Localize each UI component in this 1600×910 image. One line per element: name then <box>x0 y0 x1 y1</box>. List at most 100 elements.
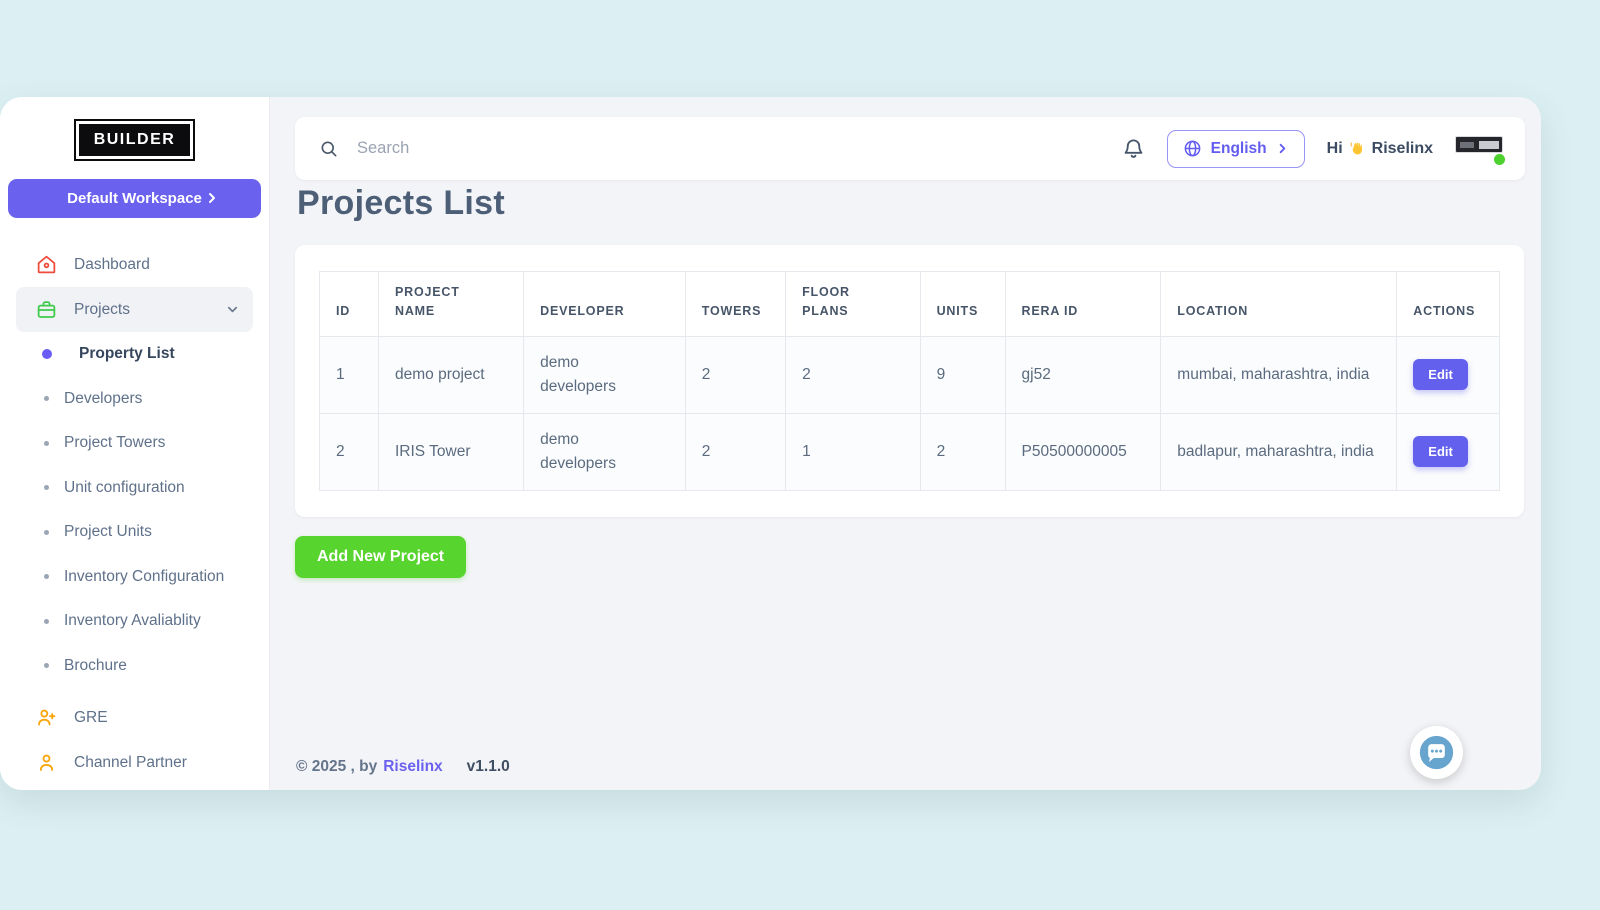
chat-bubble-icon <box>1418 734 1455 771</box>
user-greeting: Hi Riselinx <box>1327 140 1433 158</box>
bullet-icon <box>44 440 49 446</box>
table-row: 1 demo project demo developers 2 2 9 gj5… <box>319 335 1500 414</box>
workspace-selector-button[interactable]: Default Workspace <box>8 179 261 218</box>
topbar-right: English Hi Riselinx <box>1122 129 1505 168</box>
notifications-bell-icon[interactable] <box>1122 137 1145 160</box>
brand-logo-text: BUILDER <box>78 124 191 156</box>
cell-actions: Edit <box>1396 335 1500 414</box>
sidebar-subitem-inventory-configuration[interactable]: Inventory Configuration <box>16 555 253 600</box>
main-content: English Hi Riselinx Projects List <box>270 97 1541 790</box>
edit-button[interactable]: Edit <box>1413 436 1468 468</box>
chevron-right-icon <box>1279 143 1285 154</box>
sidebar: BUILDER Default Workspace Dashboard Proj… <box>0 97 270 790</box>
projects-table-card: ID PROJECT NAME DEVELOPER TOWERS FLOOR P… <box>295 245 1524 517</box>
table-header-row: ID PROJECT NAME DEVELOPER TOWERS FLOOR P… <box>319 271 1500 337</box>
edit-button[interactable]: Edit <box>1413 359 1468 391</box>
bullet-icon <box>44 485 49 491</box>
sidebar-subitem-project-towers[interactable]: Project Towers <box>16 421 253 466</box>
sidebar-subitem-property-list[interactable]: Property List <box>16 332 253 377</box>
sidebar-subitem-label: Unit configuration <box>64 478 185 496</box>
globe-icon <box>1183 139 1202 158</box>
sidebar-subitem-label: Inventory Avaliablity <box>64 612 201 630</box>
cell-units: 2 <box>919 412 1006 491</box>
sidebar-item-label: Dashboard <box>74 255 150 273</box>
cell-towers: 2 <box>684 412 787 491</box>
briefcase-icon <box>36 299 57 320</box>
page-title: Projects List <box>297 184 505 222</box>
cell-units: 9 <box>919 335 1006 414</box>
sidebar-item-channel-partner[interactable]: Channel Partner <box>16 740 253 785</box>
sidebar-item-dashboard[interactable]: Dashboard <box>16 242 253 287</box>
bullet-icon <box>44 574 49 580</box>
sidebar-subitem-label: Developers <box>64 389 143 407</box>
cell-towers: 2 <box>684 335 787 414</box>
sidebar-menu: Dashboard Projects Property List Develop… <box>0 242 269 785</box>
sidebar-subitem-inventory-avaliablity[interactable]: Inventory Avaliablity <box>16 599 253 644</box>
sidebar-subitem-developers[interactable]: Developers <box>16 377 253 422</box>
cell-id: 2 <box>319 412 379 491</box>
cell-rera-id: P50500000005 <box>1004 412 1162 491</box>
home-icon <box>36 254 57 275</box>
bullet-icon <box>44 396 49 402</box>
search-bar <box>319 139 1122 159</box>
wave-emoji-icon <box>1349 140 1366 157</box>
table-row: 2 IRIS Tower demo developers 2 1 2 P5050… <box>319 412 1500 491</box>
sidebar-item-gre[interactable]: GRE <box>16 695 253 740</box>
cell-project-name: IRIS Tower <box>377 412 525 491</box>
sidebar-subitem-label: Project Towers <box>64 434 166 452</box>
sidebar-subitem-brochure[interactable]: Brochure <box>16 644 253 689</box>
cell-rera-id: gj52 <box>1004 335 1162 414</box>
cell-actions: Edit <box>1396 412 1500 491</box>
cell-project-name: demo project <box>377 335 525 414</box>
bullet-icon <box>42 349 52 360</box>
cell-developer: demo developers <box>523 412 686 491</box>
search-input[interactable] <box>357 139 1122 158</box>
column-header-project-name: PROJECT NAME <box>377 271 525 337</box>
sidebar-item-label: Projects <box>74 300 130 318</box>
column-header-developer: DEVELOPER <box>523 271 686 337</box>
workspace-label: Default Workspace <box>67 190 202 207</box>
cell-location: mumbai, maharashtra, india <box>1160 335 1398 414</box>
add-new-project-button[interactable]: Add New Project <box>295 535 467 578</box>
column-header-actions: ACTIONS <box>1396 271 1500 337</box>
column-header-location: LOCATION <box>1160 271 1398 337</box>
cell-floor-plans: 2 <box>785 335 921 414</box>
username: Riselinx <box>1371 139 1433 157</box>
sidebar-subitem-label: Property List <box>79 345 175 363</box>
sidebar-item-label: GRE <box>74 708 108 726</box>
cell-id: 1 <box>319 335 379 414</box>
person-add-icon <box>36 707 57 728</box>
chevron-right-icon <box>205 191 219 209</box>
language-selector-button[interactable]: English <box>1166 129 1305 168</box>
projects-table: ID PROJECT NAME DEVELOPER TOWERS FLOOR P… <box>319 271 1500 491</box>
sidebar-subitem-label: Project Units <box>64 523 152 541</box>
user-avatar[interactable] <box>1455 135 1505 165</box>
topbar: English Hi Riselinx <box>295 117 1525 180</box>
app-window: BUILDER Default Workspace Dashboard Proj… <box>0 97 1541 790</box>
bullet-icon <box>44 529 49 535</box>
cell-floor-plans: 1 <box>785 412 921 491</box>
column-header-floor-plans: FLOOR PLANS <box>785 271 921 337</box>
sidebar-subitem-label: Inventory Configuration <box>64 567 225 585</box>
company-link[interactable]: Riselinx <box>383 758 443 775</box>
cell-location: badlapur, maharashtra, india <box>1160 412 1398 491</box>
column-header-units: UNITS <box>919 271 1006 337</box>
brand-logo: BUILDER <box>0 119 269 161</box>
person-icon <box>36 752 57 773</box>
search-icon <box>319 139 339 159</box>
chevron-down-icon <box>226 303 239 321</box>
bullet-icon <box>44 618 49 624</box>
online-status-dot <box>1494 153 1505 165</box>
version-label: v1.1.0 <box>466 758 510 775</box>
sidebar-item-projects[interactable]: Projects <box>16 287 253 332</box>
chat-widget-button[interactable] <box>1410 726 1463 779</box>
sidebar-subitem-project-units[interactable]: Project Units <box>16 510 253 555</box>
column-header-towers: TOWERS <box>684 271 787 337</box>
sidebar-subitem-unit-configuration[interactable]: Unit configuration <box>16 466 253 511</box>
copyright-text: © 2025 , by <box>296 758 378 775</box>
avatar-image <box>1455 135 1503 153</box>
sidebar-item-label: Channel Partner <box>74 753 187 771</box>
greeting-text: Hi <box>1326 139 1343 157</box>
bullet-icon <box>44 663 49 669</box>
language-label: English <box>1210 139 1267 157</box>
